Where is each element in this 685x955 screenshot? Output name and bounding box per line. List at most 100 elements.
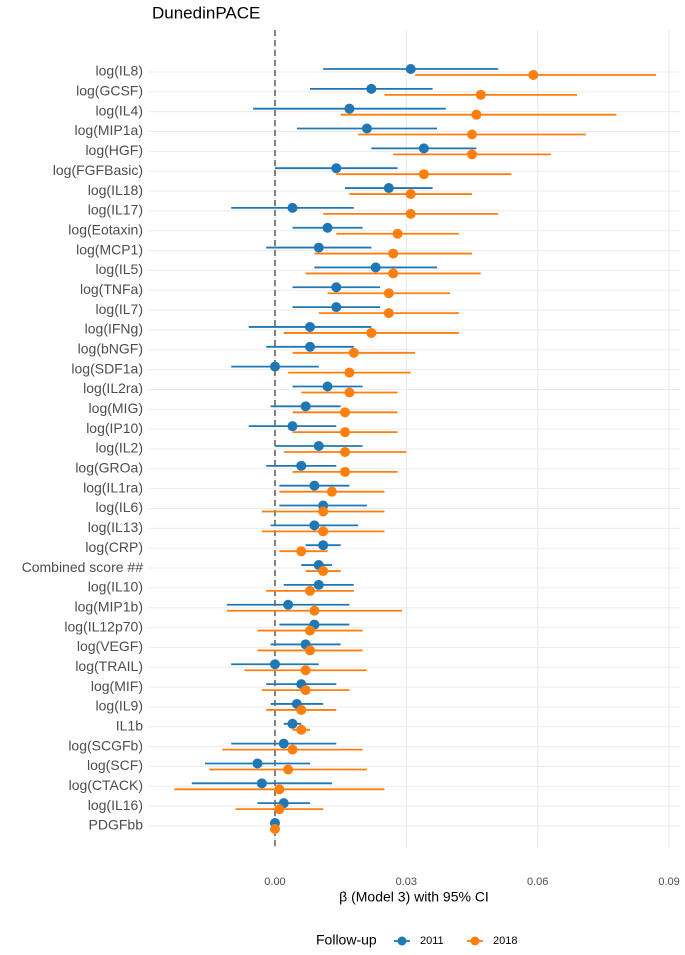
point (318, 526, 329, 537)
point (383, 308, 394, 319)
point (274, 784, 285, 795)
point (370, 262, 381, 273)
point (340, 447, 351, 457)
legend-marker (397, 936, 407, 946)
point (475, 89, 486, 100)
point (331, 282, 342, 293)
point (318, 506, 329, 517)
point (322, 381, 333, 392)
point (366, 83, 377, 94)
point (305, 341, 316, 352)
point (340, 466, 351, 477)
y-tick-label: log(MIF) (91, 678, 143, 694)
y-tick-label: log(HGF) (85, 142, 143, 158)
point (252, 758, 263, 769)
y-tick-label: log(VEGF) (77, 638, 143, 654)
y-tick-label: log(MIP1a) (75, 122, 143, 138)
x-tick-label: 0.00 (264, 876, 285, 888)
point (313, 579, 324, 590)
point (296, 460, 307, 471)
y-tick-label: log(IL8) (96, 63, 143, 79)
y-tick-label: log(bNGF) (78, 340, 143, 356)
y-tick-label: log(GROa) (75, 460, 143, 476)
point (383, 183, 394, 194)
x-tick-label: 0.09 (658, 876, 679, 888)
point (283, 764, 294, 775)
point (278, 738, 289, 749)
x-tick-label: 0.06 (527, 876, 548, 888)
point (405, 208, 416, 219)
point (405, 189, 416, 200)
y-tick-label: log(IL17) (88, 202, 143, 218)
y-tick-label: log(IL2ra) (83, 380, 143, 396)
y-tick-label: log(CTACK) (69, 777, 143, 793)
y-tick-label: PDGFbb (89, 817, 144, 833)
y-tick-label: log(IP10) (86, 420, 143, 436)
point (269, 361, 280, 372)
point (348, 347, 359, 358)
y-tick-label: log(IL10) (88, 579, 143, 595)
point (283, 599, 294, 610)
point (331, 163, 342, 174)
point (274, 804, 285, 815)
point (344, 367, 355, 378)
point (418, 143, 429, 154)
y-tick-label: log(IL18) (88, 182, 143, 198)
y-tick-label: log(IFNg) (85, 321, 143, 337)
point (418, 169, 429, 180)
point (287, 718, 298, 729)
point (305, 625, 316, 636)
point (287, 202, 298, 213)
y-tick-label: log(MIG) (89, 400, 143, 416)
y-tick-label: IL1b (116, 717, 143, 733)
y-tick-label: log(CRP) (85, 539, 143, 555)
legend-marker (470, 936, 480, 946)
point (471, 109, 482, 120)
y-tick-label: log(Eotaxin) (68, 221, 143, 237)
point (344, 103, 355, 114)
y-tick-label: log(IL1ra) (83, 479, 143, 495)
y-tick-label: log(IL7) (96, 301, 143, 317)
y-tick-label: log(SCF) (87, 757, 143, 773)
point (528, 70, 539, 80)
chart-title: DunedinPACE (152, 3, 260, 22)
point (340, 407, 351, 418)
y-tick-label: log(IL16) (88, 797, 143, 813)
y-tick-label: log(MIP1b) (75, 598, 143, 614)
point (405, 64, 416, 74)
y-tick-label: log(TRAIL) (75, 658, 143, 674)
point (383, 288, 394, 299)
y-tick-label: log(SCGFb) (68, 737, 143, 753)
y-tick-label: log(MCP1) (76, 241, 143, 257)
point (366, 327, 377, 338)
point (300, 665, 311, 676)
point (318, 566, 329, 577)
point (305, 645, 316, 656)
point (256, 778, 267, 789)
point (344, 387, 355, 398)
y-tick-label: log(FGFBasic) (53, 162, 143, 178)
point (269, 659, 280, 670)
point (305, 321, 316, 332)
point (388, 268, 399, 279)
point (309, 520, 320, 531)
y-tick-label: Combined score ## (22, 559, 144, 575)
legend-title: Follow-up (316, 932, 377, 948)
point (340, 427, 351, 438)
point (287, 421, 298, 432)
point (296, 704, 307, 715)
point (287, 744, 298, 755)
y-tick-label: log(IL5) (96, 261, 143, 277)
point (309, 480, 320, 491)
point (300, 401, 311, 412)
y-tick-label: log(TNFa) (80, 281, 143, 297)
point (318, 540, 329, 551)
point (269, 824, 280, 834)
x-tick-label: 0.03 (396, 876, 417, 888)
point (467, 149, 478, 160)
y-tick-label: log(IL4) (96, 102, 143, 118)
point (300, 685, 311, 696)
point (313, 242, 324, 253)
y-tick-label: log(IL2) (96, 440, 143, 456)
point (361, 123, 372, 134)
